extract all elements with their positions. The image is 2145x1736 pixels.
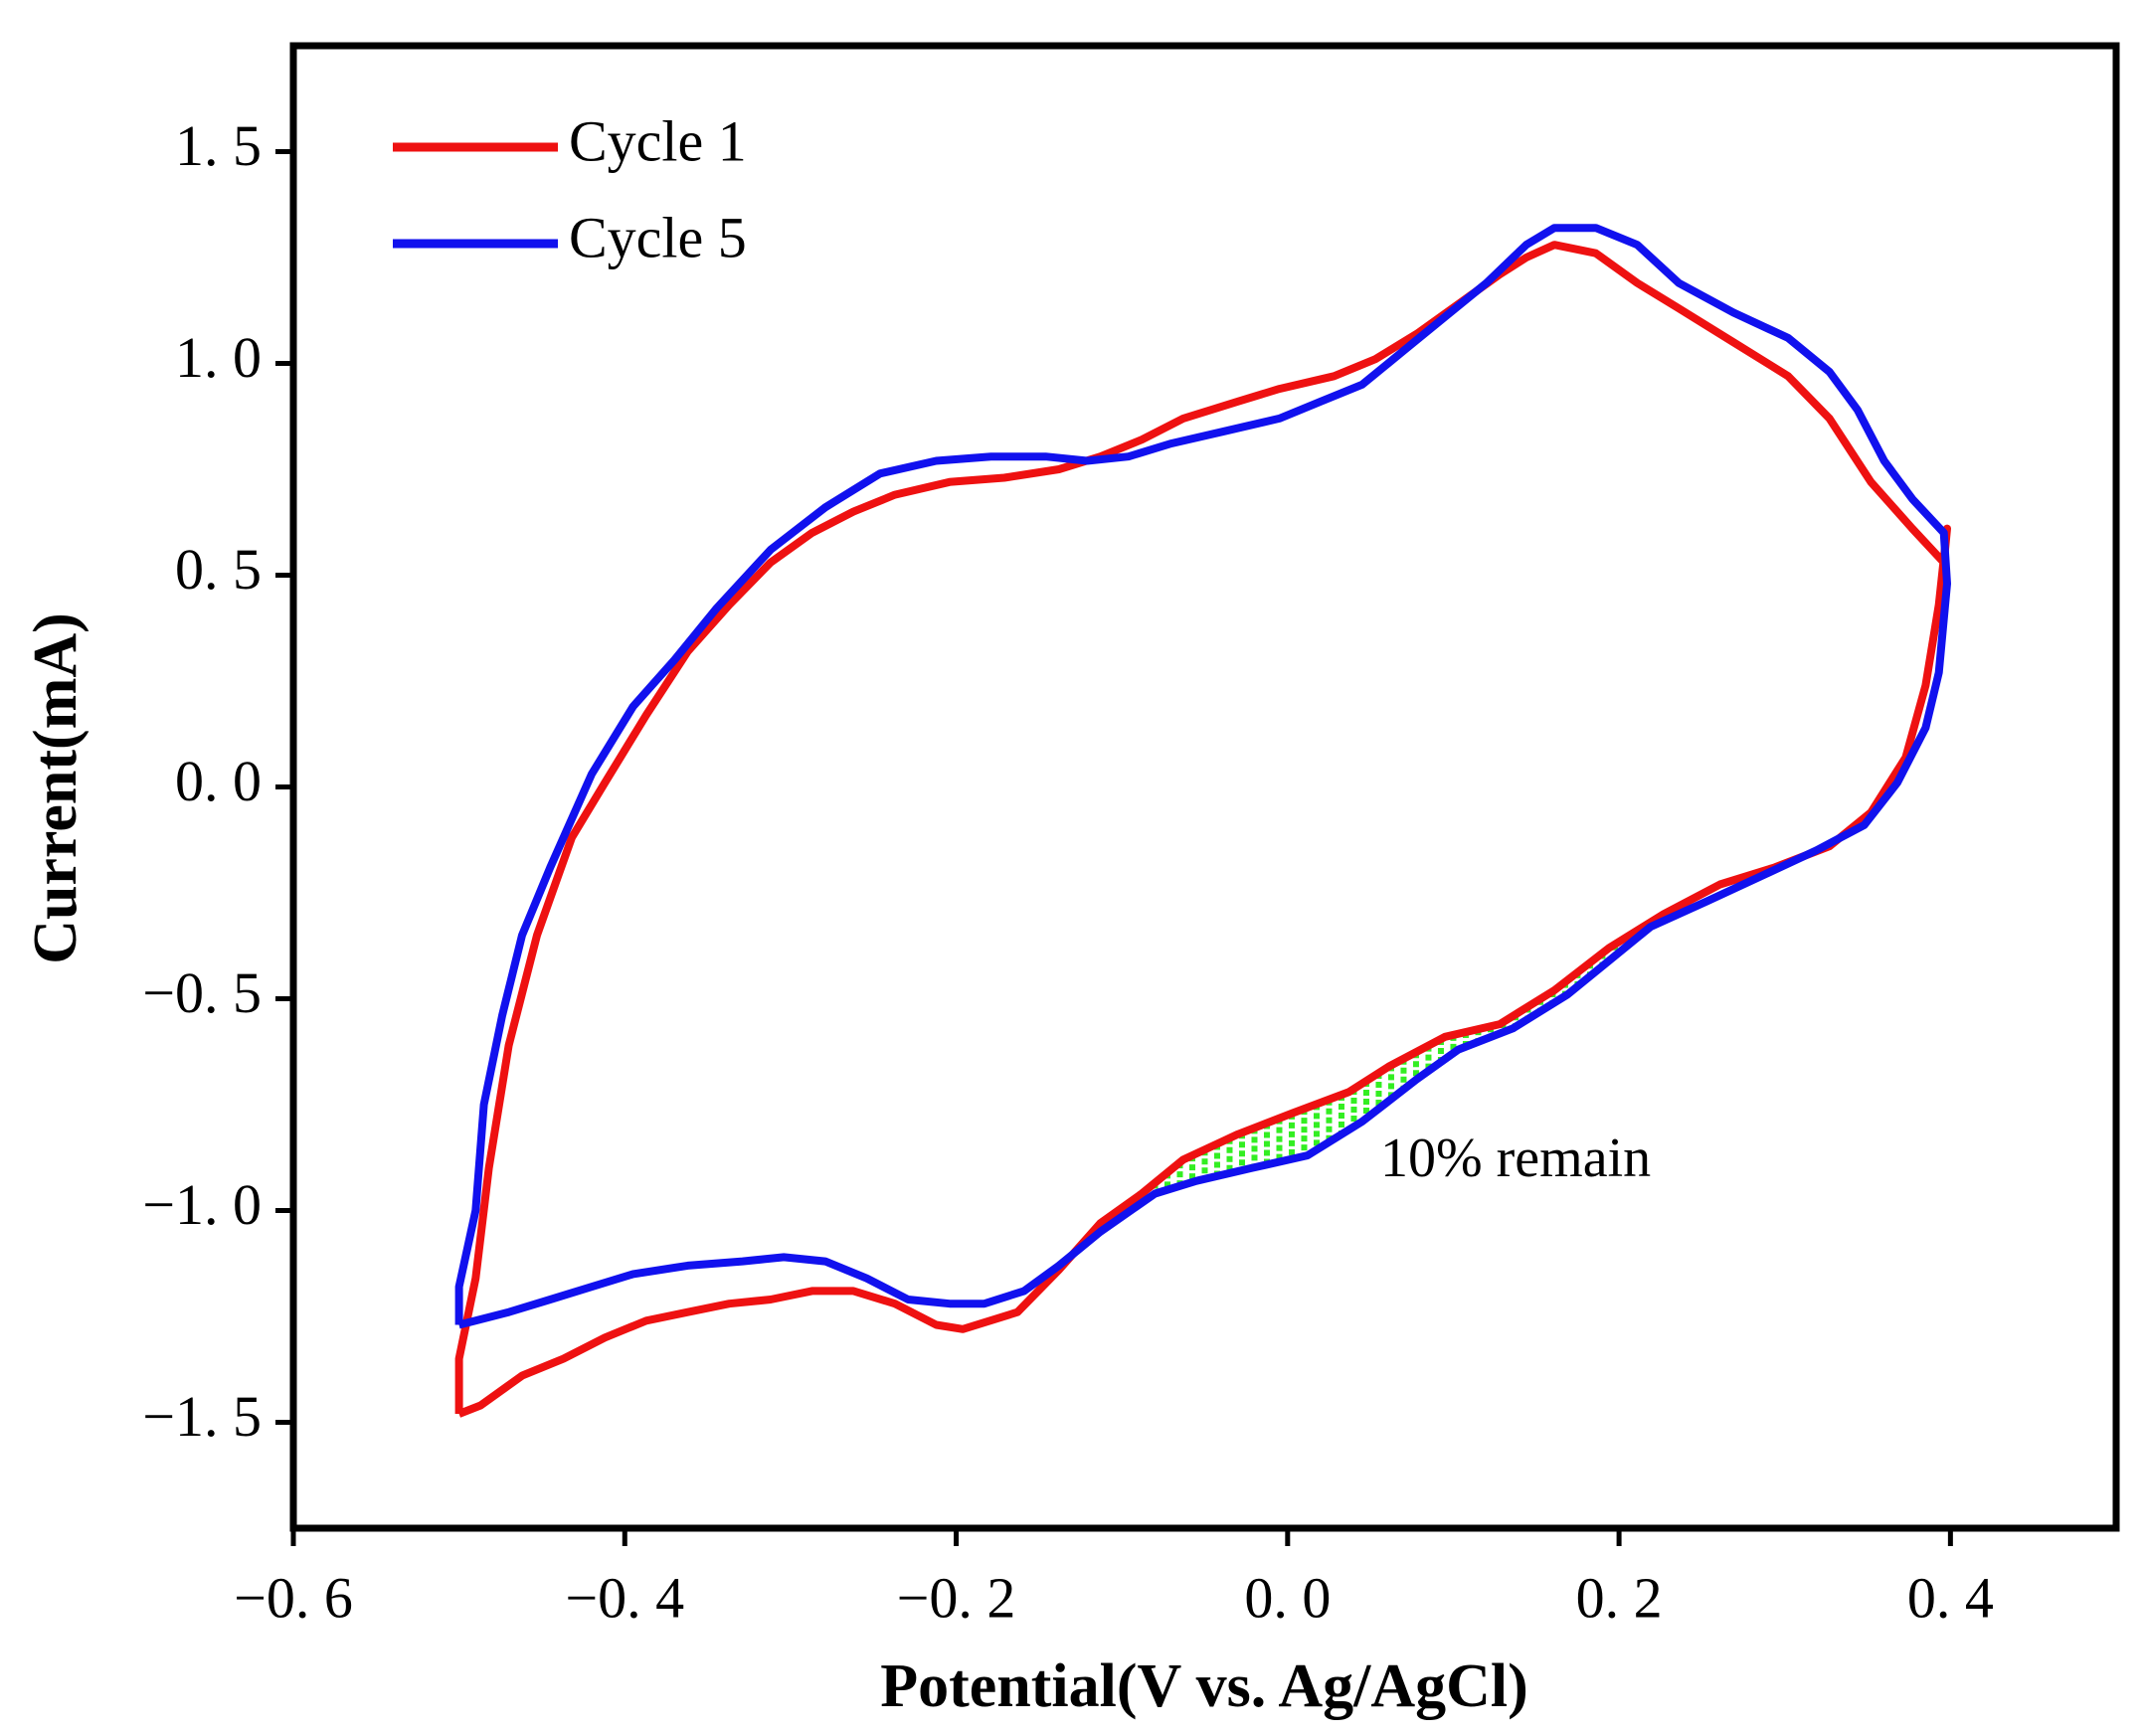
series-line [454,224,1951,1329]
y-axis-title: Current(mA) [22,612,89,964]
plot-frame [289,42,2120,1532]
legend-label: Cycle 1 [569,108,747,173]
y-tick-label: −1. 5 [142,1384,262,1449]
series-line [454,241,1951,1418]
y-tick-label: −0. 5 [142,960,262,1025]
y-tick-label: 0. 5 [175,537,262,602]
x-tick-label: −0. 2 [897,1565,1016,1630]
y-tick-label: 1. 0 [175,325,262,390]
x-tick-label: 0. 2 [1576,1565,1663,1630]
annotation: 10% remain [1380,1128,1651,1189]
legend-label: Cycle 5 [569,205,747,269]
x-tick-label: 0. 4 [1907,1565,1994,1630]
x-tick-label: 0. 0 [1244,1565,1331,1630]
y-tick-label: −1. 0 [142,1172,262,1237]
x-tick-label: −0. 4 [565,1565,684,1630]
x-axis-title: Potential(V vs. Ag/AgCl) [880,1652,1528,1720]
y-tick-label: 0. 0 [175,749,262,813]
x-tick-label: −0. 6 [234,1565,353,1630]
y-tick-label: 1. 5 [175,113,262,178]
